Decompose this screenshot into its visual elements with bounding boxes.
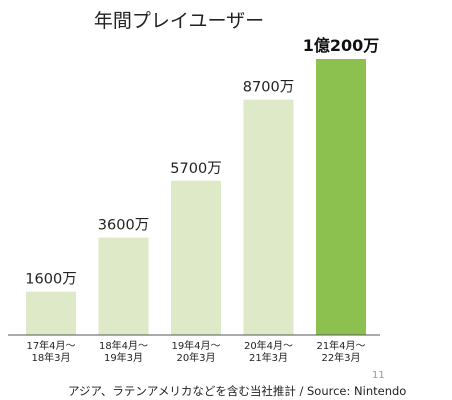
source-note: アジア、ラテンアメリカなどを含む当社推計 / Source: Nintendo (68, 384, 407, 398)
page-number: 11 (372, 370, 385, 381)
bar-4 (316, 59, 366, 335)
chart-title: 年間プレイユーザー (94, 10, 264, 32)
bar-2 (171, 180, 221, 335)
data-label-4: 1億200万 (303, 36, 380, 55)
x-tick-label-0-0: 17年4月～ (26, 339, 75, 352)
x-tick-label-2-0: 19年4月～ (171, 339, 220, 352)
bar-0 (26, 291, 76, 335)
bar-1 (98, 237, 149, 335)
x-tick-label-4-0: 21年4月～ (316, 339, 365, 352)
x-tick-label-3-1: 21年3月 (249, 351, 288, 364)
data-label-0: 1600万 (25, 272, 76, 288)
bar-3 (243, 99, 294, 336)
x-tick-label-1-1: 19年3月 (104, 351, 143, 364)
x-tick-label-1-0: 18年4月～ (99, 339, 148, 352)
data-label-2: 5700万 (170, 161, 221, 177)
x-tick-label-2-1: 20年3月 (176, 351, 215, 364)
x-tick-label-4-1: 22年3月 (321, 351, 360, 364)
x-tick-label-0-1: 18年3月 (31, 351, 70, 364)
data-label-1: 3600万 (98, 218, 149, 234)
x-tick-label-3-0: 20年4月～ (244, 339, 293, 352)
data-label-3: 8700万 (243, 80, 294, 96)
